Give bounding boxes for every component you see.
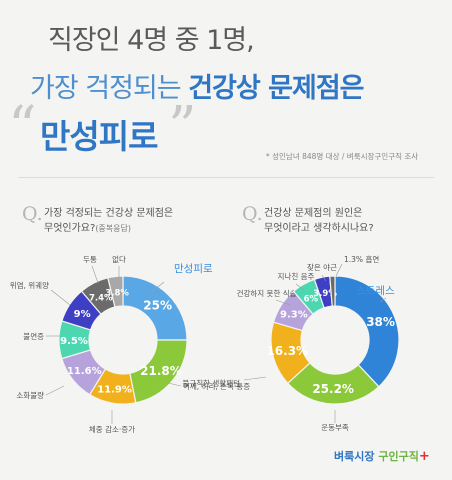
chart-2-category-label: 건강하지 못한 식습관 <box>237 288 304 298</box>
headline-answer: 만성피로 <box>40 117 158 156</box>
chart-2-leader-line <box>321 274 327 282</box>
chart-2-category-label: 운동부족 <box>321 423 349 432</box>
headline-line-1: 직장인 4명 중 1명, <box>48 25 255 56</box>
chart-2-leader-line <box>295 283 305 291</box>
chart-1-category-label: 없다 <box>112 255 126 264</box>
question-1-note: (중복응답) <box>95 224 131 233</box>
chart-2-value-label: 9.3% <box>280 309 308 320</box>
chart-2-slice <box>334 275 400 388</box>
chart-2-category-label: 1.3% 흡연 <box>344 254 379 264</box>
question-1-line-1: 가장 걱정되는 건강상 문제점은 <box>44 208 174 219</box>
question-1-line-2: 무엇인가요? <box>44 223 96 234</box>
brand-logo-part-1: 벼룩시장 <box>334 450 375 463</box>
chart-2-leader-line <box>379 297 387 303</box>
chart-2-value-label: 3.9% <box>313 289 337 299</box>
headline-line-2: 가장 걱정되는 건강상 문제점은 <box>30 66 365 105</box>
question-2-line-1: 건강상 문제점의 원인은 <box>264 208 363 219</box>
chart-2-leader-line <box>335 263 343 277</box>
chart-2-category-label: 지나친 음주 <box>278 271 315 281</box>
chart-2-slice <box>329 275 336 307</box>
chart-1-value-label: 3.8% <box>105 288 129 298</box>
question-2-line-2: 무엇이라고 생각하시나요? <box>264 223 374 234</box>
chart-1-category-label: 소화불량 <box>16 391 44 400</box>
close-quote-icon: ” <box>168 95 197 160</box>
chart-1-leader-line <box>91 265 99 284</box>
question-2-text: 건강상 문제점의 원인은 무엇이라고 생각하시나요? <box>264 206 374 236</box>
chart-1-category-label: 체중 감소·증가 <box>89 424 135 434</box>
headline-line-2-bold: 건강상 문제점은 <box>188 73 364 104</box>
chart-1-leader-line <box>50 289 71 306</box>
chart-2-value-label: 6% <box>304 294 319 304</box>
chart-1-category-label: 두통 <box>83 255 97 264</box>
open-quote-icon: “ <box>8 95 37 160</box>
question-1-text: 가장 걱정되는 건강상 문제점은 무엇인가요?(중복응답) <box>44 206 173 236</box>
chart-2-leader-line <box>243 376 267 381</box>
chart-1-slice <box>107 275 124 308</box>
q-letter-icon: Q. <box>22 203 43 225</box>
chart-2-category-label: 스트레스 <box>356 285 395 297</box>
header: 직장인 4명 중 1명, 가장 걱정되는 건강상 문제점은 “ 만성피로 ” *… <box>0 0 452 180</box>
chart-1-value-label: 25% <box>143 298 172 312</box>
brand-logo: 벼룩시장 구인구직+ <box>334 448 430 464</box>
chart-1-value-label: 21.8% <box>140 364 182 378</box>
plus-icon: + <box>418 449 430 464</box>
chart-1-category-label: 어깨, 허리, 손목 통증 <box>183 381 250 391</box>
chart-2-category-label: 잦은 야근 <box>307 262 337 272</box>
q-letter-icon: Q. <box>242 203 263 225</box>
chart-1-leader-line <box>45 385 65 396</box>
chart-1-category-label: 위염, 위궤양 <box>10 281 49 290</box>
divider <box>18 177 434 178</box>
chart-1-value-label: 9.5% <box>60 336 88 347</box>
survey-source: * 성인남녀 848명 대상 / 벼룩시장구인구직 조사 <box>266 152 419 161</box>
chart-1-leader-line <box>167 382 182 387</box>
headline-line-2-light: 가장 걱정되는 <box>30 73 182 104</box>
chart-1-value-label: 11.6% <box>67 366 102 377</box>
chart-1-value-label: 9% <box>74 309 91 320</box>
chart-1-value-label: 11.9% <box>97 384 132 395</box>
chart-1-category-label: 불면증 <box>23 331 44 341</box>
chart-1-leader-line <box>147 281 165 296</box>
chart-1-category-label: 만성피로 <box>174 263 213 275</box>
chart-1-slice <box>122 275 188 341</box>
brand-logo-part-2: 구인구직 <box>378 450 419 463</box>
chart-2-value-label: 25.2% <box>312 382 354 396</box>
chart-1-value-label: 7.4% <box>89 293 113 303</box>
chart-2-leader-line <box>275 299 291 306</box>
chart-2-value-label: 16.3% <box>266 344 308 358</box>
chart-2-value-label: 38% <box>366 315 395 329</box>
chart-2-category-label: 불규칙한 생활패턴 <box>182 378 240 388</box>
